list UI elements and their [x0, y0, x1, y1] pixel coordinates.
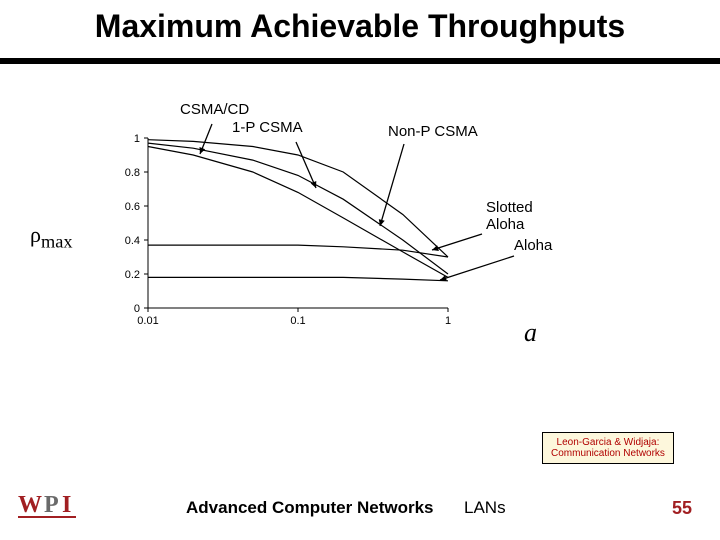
label-slotted-aloha: Slotted Aloha	[486, 200, 533, 233]
footer-topic: LANs	[464, 498, 506, 518]
slide-root: Maximum Achievable Throughputs ρmax a 00…	[0, 0, 720, 540]
svg-text:W: W	[18, 492, 42, 518]
svg-text:I: I	[62, 492, 71, 518]
label-csma-cd: CSMA/CD	[180, 102, 249, 119]
label-1p-csma: 1-P CSMA	[232, 120, 303, 137]
label-aloha: Aloha	[514, 238, 552, 255]
footer-course-title: Advanced Computer Networks	[186, 498, 434, 518]
page-number: 55	[672, 498, 692, 519]
wpi-logo: W P I	[18, 490, 90, 520]
citation-line1: Leon-Garcia & Widjaja:	[551, 437, 665, 448]
svg-text:P: P	[44, 492, 59, 518]
citation-box: Leon-Garcia & Widjaja: Communication Net…	[542, 432, 674, 464]
citation-line2: Communication Networks	[551, 448, 665, 459]
label-nonp-csma: Non-P CSMA	[388, 124, 478, 141]
